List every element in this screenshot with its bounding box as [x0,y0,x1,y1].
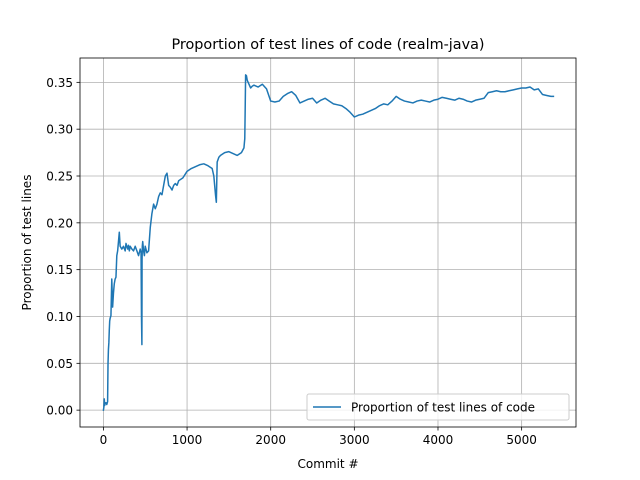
grid [80,58,576,427]
y-tick-label: 0.20 [46,216,73,230]
y-tick-label: 0.15 [46,263,73,277]
x-tick-label: 2000 [255,433,286,447]
y-tick-label: 0.05 [46,357,73,371]
series-line [102,74,555,411]
ticks: 0 1000 2000 3000 4000 5000 0.00 0.05 0.10 0.15 0.2… [46,76,537,447]
x-axis-label: Commit # [297,457,358,471]
y-tick-label: 0.30 [46,123,73,137]
plot-area [102,74,555,411]
x-tick-label: 0 [100,433,108,447]
x-tick-label: 1000 [172,433,203,447]
y-tick-label: 0.25 [46,170,73,184]
x-tick-label: 3000 [339,433,370,447]
x-tick-label: 4000 [423,433,454,447]
x-tick-label: 5000 [506,433,537,447]
y-tick-label: 0.10 [46,310,73,324]
legend-label: Proportion of test lines of code [351,401,535,415]
y-tick-label: 0.35 [46,76,73,90]
y-axis-label: Proportion of test lines [20,175,34,311]
legend: Proportion of test lines of code [306,393,570,421]
chart-title: Proportion of test lines of code (realm-… [171,37,484,53]
legend-box [306,393,570,421]
axes-frame [79,57,577,428]
y-tick-label: 0.00 [46,404,73,418]
